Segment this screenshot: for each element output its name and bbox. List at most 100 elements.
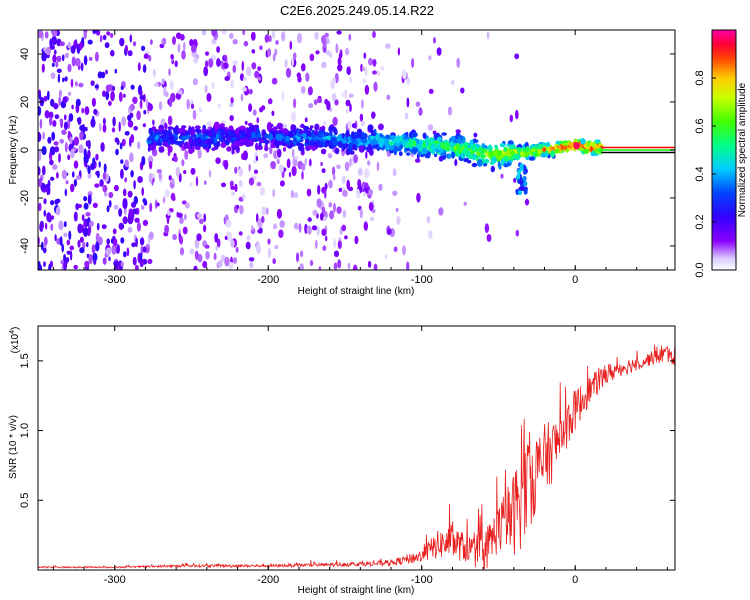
spectrogram-cell	[181, 50, 186, 60]
spectrogram-signal-cell	[311, 133, 316, 138]
spectrogram-cell	[373, 81, 378, 92]
x-tick-label: -100	[411, 274, 433, 286]
spectrogram-cell	[79, 41, 83, 51]
spectrogram-cell	[235, 246, 239, 253]
spectrogram-cell	[321, 206, 326, 214]
spectrogram-cell	[174, 60, 178, 68]
spectrogram-signal-cell	[537, 143, 543, 150]
spectrogram-cell	[384, 254, 388, 259]
spectrogram-signal-cell	[490, 165, 495, 173]
spectrogram-cell	[333, 262, 338, 270]
spectrogram-cell	[57, 73, 61, 83]
spectrogram-cell	[148, 231, 154, 240]
spectrogram-cell	[93, 30, 99, 34]
spectrogram-y-ticks: -40 -20 0 20 40	[19, 48, 675, 254]
spectrogram-cell	[181, 200, 187, 205]
spectrogram-cell	[333, 250, 340, 258]
spectrogram-cell	[301, 163, 306, 171]
spectrogram-cell	[87, 194, 92, 205]
spectrogram-cell	[102, 90, 106, 97]
spectrogram-cell	[158, 101, 163, 111]
spectrogram-cell	[251, 225, 254, 231]
spectrogram-cell	[241, 60, 245, 72]
spectrogram-cell	[251, 49, 256, 54]
spectrogram-cell	[246, 66, 252, 77]
spectrogram-cell	[122, 216, 128, 225]
spectrogram-signal-cell	[488, 144, 492, 150]
spectrogram-cell	[177, 212, 183, 218]
spectrogram-cell	[108, 200, 112, 208]
spectrogram-signal-cell	[384, 138, 387, 146]
spectrogram-cell	[211, 30, 217, 37]
spectrogram-cell	[49, 38, 53, 48]
spectrogram-signal-cell	[484, 158, 490, 163]
spectrogram-cell	[136, 110, 141, 121]
spectrogram-cell	[77, 116, 82, 126]
spectrogram-signal-cell	[186, 142, 191, 150]
spectrogram-cell	[44, 110, 50, 119]
spectrogram-cell	[130, 134, 135, 143]
spectrogram-cell	[56, 55, 62, 63]
spectrogram-cell	[239, 73, 244, 81]
spectrogram-cell	[337, 240, 342, 249]
spectrogram-cell	[274, 244, 279, 250]
spectrogram-cell	[309, 260, 314, 266]
spectrogram-cell	[67, 154, 71, 161]
spectrogram-cell	[114, 68, 118, 74]
spectrogram-cell	[67, 63, 72, 73]
spectrogram-cell	[387, 228, 392, 235]
spectrogram-signal-cell	[399, 144, 404, 150]
spectrogram-cell	[232, 39, 238, 45]
spectrogram-cell	[88, 56, 93, 61]
spectrogram-cell	[267, 98, 273, 105]
spectrogram-cell	[261, 215, 265, 224]
spectrogram-cell	[73, 211, 78, 222]
spectrogram-cell	[192, 78, 198, 86]
spectrogram-cell	[322, 245, 327, 251]
spectrogram-cell	[257, 218, 263, 229]
spectrogram-cell	[337, 64, 343, 72]
spectrogram-cell	[248, 88, 253, 95]
spectrogram-signal-cell	[351, 131, 355, 136]
spectrogram-cell	[217, 260, 223, 268]
spectrogram-cell	[76, 175, 81, 181]
spectrogram-cell	[327, 153, 333, 159]
spectrogram-cell	[71, 104, 74, 110]
x-tick-label: -200	[257, 574, 279, 586]
colorbar-tick-label: 0.6	[694, 118, 706, 133]
spectrogram-cell	[265, 207, 269, 215]
spectrogram-cell	[74, 39, 78, 49]
spectrogram-signal-cell	[305, 138, 310, 144]
spectrogram-cell	[386, 94, 391, 101]
spectrogram-cell	[51, 131, 56, 141]
spectrogram-cell	[515, 229, 520, 237]
spectrogram-signal-cell	[347, 136, 351, 143]
spectrogram-signal-cell	[259, 139, 264, 144]
spectrogram-cell	[169, 80, 174, 90]
spectrogram-cell	[276, 158, 280, 165]
spectrogram-cell	[171, 196, 176, 201]
spectrogram-cell	[298, 223, 302, 233]
spectrogram-cell	[206, 92, 212, 102]
spectrogram-signal-cell	[334, 139, 339, 146]
spectrogram-cell	[66, 250, 72, 255]
spectrogram-cell	[63, 221, 67, 228]
spectrogram-cell	[215, 245, 219, 251]
spectrogram-cell	[127, 216, 134, 225]
spectrogram-cell	[38, 152, 42, 162]
spectrogram-signal-cell	[474, 146, 478, 153]
spectrogram-cell	[102, 184, 108, 193]
spectrogram-cell	[130, 170, 134, 178]
spectrogram-cell	[43, 236, 48, 246]
spectrogram-cell	[406, 77, 411, 85]
spectrogram-signal-cell	[307, 144, 313, 150]
spectrogram-cell	[329, 210, 335, 220]
spectrogram-cell	[257, 76, 262, 81]
spectrogram-cell	[96, 170, 100, 179]
spectrogram-cell	[165, 91, 169, 98]
spectrogram-cell	[42, 131, 45, 140]
spectrogram-cell	[341, 92, 344, 97]
spectrogram-cell	[376, 161, 380, 172]
spectrogram-cell	[392, 190, 398, 196]
spectrogram-signal-cell	[247, 122, 253, 127]
